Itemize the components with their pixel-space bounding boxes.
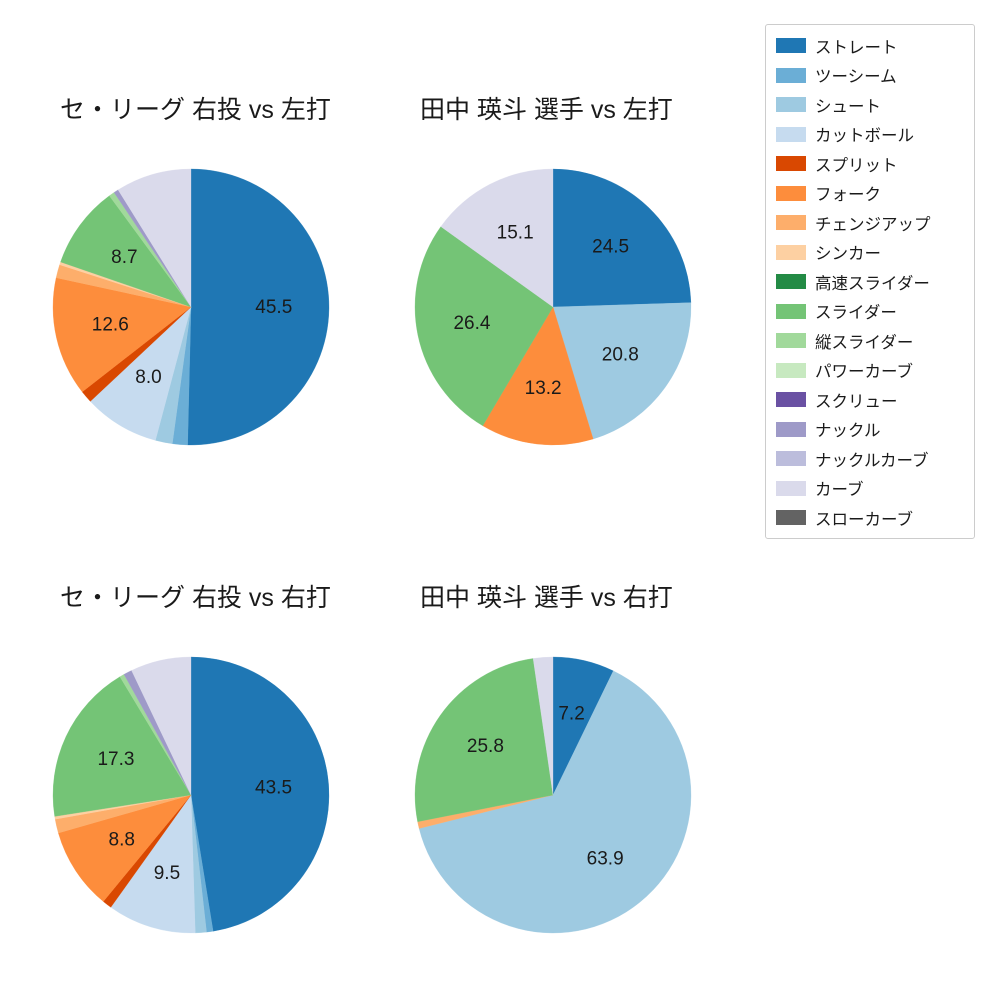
svg-text:7.2: 7.2 xyxy=(558,703,584,724)
svg-text:43.5: 43.5 xyxy=(255,777,292,798)
svg-text:45.5: 45.5 xyxy=(255,297,292,318)
svg-text:8.7: 8.7 xyxy=(111,247,137,268)
svg-text:8.0: 8.0 xyxy=(135,367,161,388)
svg-text:63.9: 63.9 xyxy=(587,848,624,869)
svg-text:15.1: 15.1 xyxy=(497,222,534,243)
svg-text:9.5: 9.5 xyxy=(154,863,180,884)
svg-text:20.8: 20.8 xyxy=(602,344,639,365)
svg-text:26.4: 26.4 xyxy=(453,313,490,334)
svg-text:25.8: 25.8 xyxy=(467,736,504,757)
svg-text:12.6: 12.6 xyxy=(92,314,129,335)
svg-text:13.2: 13.2 xyxy=(525,378,562,399)
svg-text:8.8: 8.8 xyxy=(109,829,135,850)
svg-text:24.5: 24.5 xyxy=(592,237,629,258)
svg-text:17.3: 17.3 xyxy=(97,749,134,770)
